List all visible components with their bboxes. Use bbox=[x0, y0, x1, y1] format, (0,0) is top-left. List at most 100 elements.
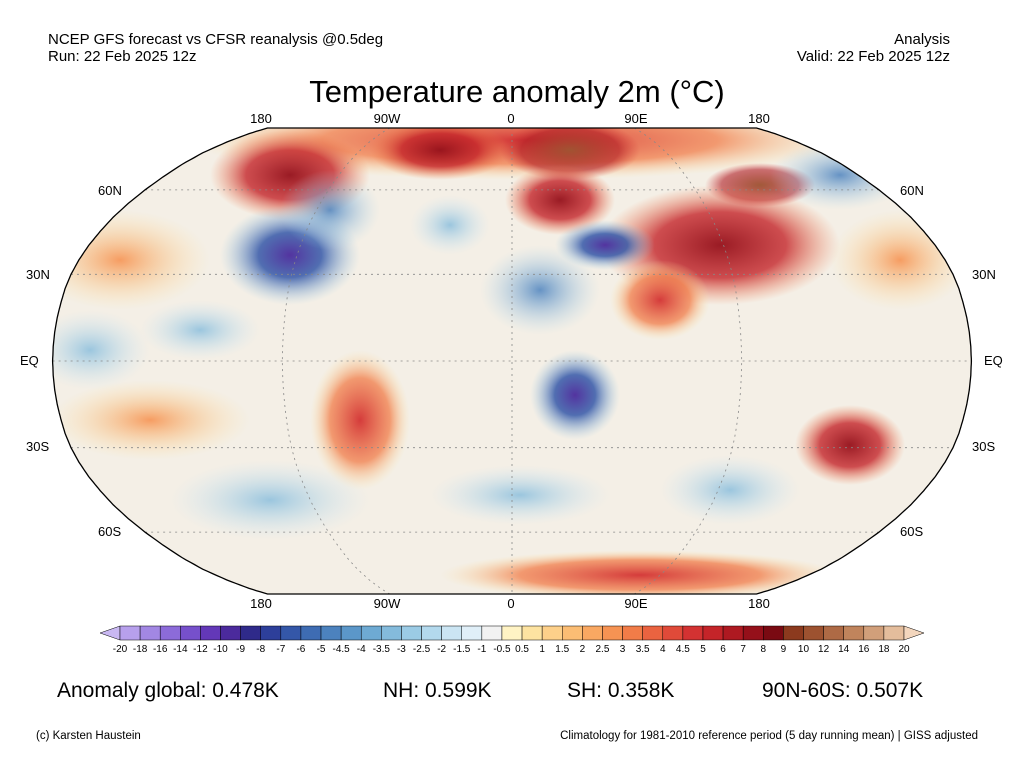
colorbar-swatch bbox=[481, 625, 503, 641]
colorbar-tick-label: -6 bbox=[296, 644, 305, 655]
colorbar-swatch bbox=[823, 625, 844, 641]
lon-label-180e-top: 180 bbox=[748, 111, 770, 126]
lat-label-eq-left: EQ bbox=[20, 353, 39, 368]
colorbar-swatch bbox=[300, 625, 322, 641]
lon-label-90e-bottom: 90E bbox=[624, 596, 648, 611]
colorbar-swatch bbox=[763, 625, 784, 641]
lon-label-0-top: 0 bbox=[507, 111, 515, 126]
colorbar-tick-label: -9 bbox=[236, 644, 245, 655]
colorbar-tick-label: -14 bbox=[173, 644, 188, 655]
colorbar-tick-label: 0.5 bbox=[515, 644, 529, 655]
anomaly-field bbox=[52, 128, 972, 594]
colorbar-tick-label: -1.5 bbox=[453, 644, 471, 655]
colorbar-tick-label: -18 bbox=[133, 644, 148, 655]
colorbar-tick-label: 1 bbox=[539, 644, 545, 655]
colorbar-tick-label: 3.5 bbox=[636, 644, 650, 655]
colorbar-swatch bbox=[702, 625, 724, 641]
colorbar-swatch bbox=[320, 625, 342, 641]
colorbar-tick-label: 9 bbox=[781, 644, 787, 655]
colorbar-swatch bbox=[582, 625, 603, 641]
colorbar-swatch bbox=[461, 625, 483, 641]
colorbar-tick-label: 12 bbox=[818, 644, 830, 655]
lon-label-90w-top: 90W bbox=[373, 111, 401, 126]
graticule-lines bbox=[52, 128, 972, 594]
colorbar-tick-label: -2 bbox=[437, 644, 446, 655]
colorbar-swatch bbox=[722, 625, 744, 641]
colorbar-tick-label: 10 bbox=[798, 644, 810, 655]
header-valid-time: Valid: 22 Feb 2025 12z bbox=[796, 48, 950, 65]
lon-label-180e-bottom: 180 bbox=[748, 596, 770, 611]
anomaly-map bbox=[51, 127, 973, 595]
colorbar-swatch bbox=[803, 625, 824, 641]
colorbar-swatch bbox=[682, 625, 704, 641]
colorbar-swatch bbox=[843, 625, 865, 641]
footer-climatology-note: Climatology for 1981-2010 reference peri… bbox=[560, 730, 978, 742]
colorbar-tick-label: -12 bbox=[193, 644, 208, 655]
colorbar-tick-label: 8 bbox=[761, 644, 767, 655]
colorbar-swatch bbox=[159, 625, 181, 641]
colorbar-tick-label: 6 bbox=[720, 644, 726, 655]
header-analysis-label: Analysis bbox=[894, 31, 950, 48]
lon-label-180-bottom: 180 bbox=[250, 596, 272, 611]
colorbar-swatch bbox=[783, 625, 804, 641]
colorbar-tick-label: 4.5 bbox=[676, 644, 690, 655]
colorbar-tick-label: -7 bbox=[276, 644, 285, 655]
lat-label-30n-right: 30N bbox=[972, 267, 996, 282]
colorbar-tick-label: -16 bbox=[153, 644, 168, 655]
globe-outline bbox=[51, 127, 973, 595]
lat-label-eq-right: EQ bbox=[984, 353, 1003, 368]
colorbar-tick-label: 7 bbox=[740, 644, 746, 655]
colorbar-swatch bbox=[602, 625, 623, 641]
lon-label-90e-top: 90E bbox=[624, 111, 648, 126]
colorbar-swatch bbox=[401, 625, 422, 641]
colorbar-swatch bbox=[360, 625, 382, 641]
colorbar-swatch bbox=[742, 625, 764, 641]
colorbar-tick-label: -20 bbox=[113, 644, 128, 655]
colorbar-tick-label: 20 bbox=[898, 644, 910, 655]
colorbar-swatch bbox=[260, 625, 282, 641]
lat-label-60n-right: 60N bbox=[900, 183, 924, 198]
colorbar-tick-label: -8 bbox=[256, 644, 265, 655]
colorbar-swatch bbox=[421, 625, 442, 641]
colorbar-max-arrow bbox=[903, 625, 924, 641]
colorbar-tick-label: 14 bbox=[838, 644, 850, 655]
lon-label-0-bottom: 0 bbox=[507, 596, 515, 611]
colorbar-swatch bbox=[541, 625, 563, 641]
colorbar-swatch bbox=[662, 625, 684, 641]
lat-label-30s-left: 30S bbox=[26, 439, 50, 454]
colorbar-swatch bbox=[340, 625, 362, 641]
colorbar-swatch bbox=[240, 625, 261, 641]
colorbar-swatch bbox=[863, 625, 885, 641]
colorbar-swatch bbox=[220, 625, 241, 641]
colorbar-tick-label: 2.5 bbox=[596, 644, 610, 655]
stat-arctic-anomaly: 90N-60S: 0.507K bbox=[762, 679, 924, 702]
colorbar-swatch bbox=[441, 625, 462, 641]
colorbar-min-arrow bbox=[100, 625, 121, 641]
header-model-info: NCEP GFS forecast vs CFSR reanalysis @0.… bbox=[48, 31, 384, 48]
colorbar-tick-label: 18 bbox=[878, 644, 890, 655]
lat-label-60s-left: 60S bbox=[98, 524, 122, 539]
colorbar-tick-label: -2.5 bbox=[413, 644, 431, 655]
colorbar-swatch bbox=[200, 625, 221, 641]
map-title: Temperature anomaly 2m (°C) bbox=[309, 74, 725, 109]
colorbar-tick-label: -3.5 bbox=[373, 644, 391, 655]
lat-label-60n-left: 60N bbox=[98, 183, 122, 198]
stat-nh-anomaly: NH: 0.599K bbox=[383, 679, 492, 702]
colorbar-tick-label: 1.5 bbox=[555, 644, 569, 655]
colorbar-swatch bbox=[642, 625, 664, 641]
colorbar-swatch bbox=[139, 625, 161, 641]
colorbar-tick-label: 16 bbox=[858, 644, 870, 655]
lon-label-90w-bottom: 90W bbox=[373, 596, 401, 611]
colorbar-tick-label: 2 bbox=[580, 644, 586, 655]
colorbar-tick-label: -10 bbox=[213, 644, 228, 655]
lat-label-60s-right: 60S bbox=[900, 524, 924, 539]
colorbar-swatch bbox=[622, 625, 643, 641]
header-run-info: Run: 22 Feb 2025 12z bbox=[48, 48, 197, 65]
lat-label-30n-left: 30N bbox=[26, 267, 50, 282]
colorbar-swatch bbox=[280, 625, 302, 641]
colorbar-swatch bbox=[119, 625, 141, 641]
colorbar-legend: -20 -18 -16 -14 -12 -10 -9 -8 -7 -6 -5 -4.5 -4 -3.5 -3… bbox=[100, 625, 924, 655]
colorbar-tick-label: -1 bbox=[477, 644, 486, 655]
colorbar-tick-label: -0.5 bbox=[493, 644, 511, 655]
colorbar-swatch bbox=[521, 625, 543, 641]
